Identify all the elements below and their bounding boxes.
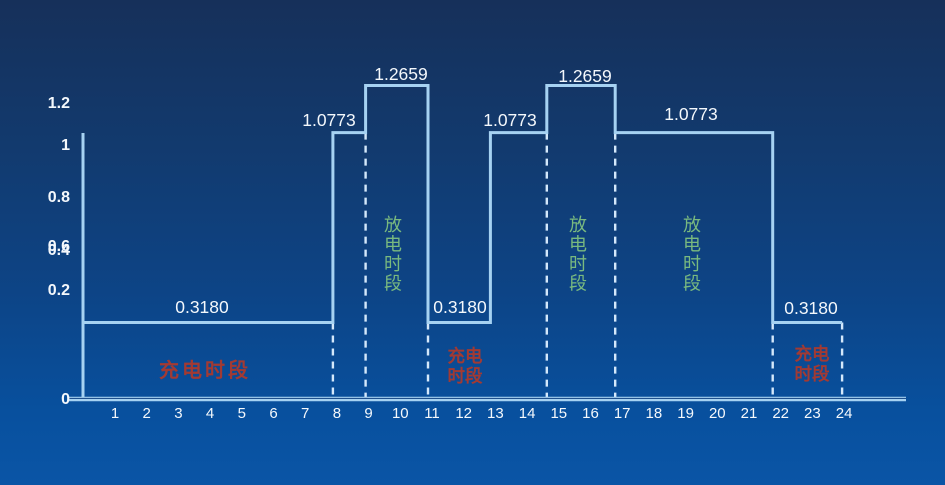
price-value-label: 1.0773	[664, 104, 718, 124]
x-tick-label: 1	[111, 405, 119, 422]
price-value-label: 1.2659	[558, 66, 612, 86]
charging-period-label: 充电时段	[795, 344, 830, 384]
x-tick-label: 6	[269, 405, 277, 422]
x-tick-label: 21	[741, 405, 758, 422]
price-value-label: 1.0773	[302, 110, 356, 130]
y-tick-label: 1.2	[48, 95, 70, 112]
price-value-label: 0.3180	[784, 298, 838, 318]
y-tick-label: 0	[61, 391, 70, 408]
discharging-period-label: 放电时段	[384, 215, 402, 294]
discharging-period-label: 放电时段	[569, 215, 587, 294]
x-tick-label: 4	[206, 405, 214, 422]
discharging-period-label: 放电时段	[683, 215, 701, 294]
x-tick-label: 3	[174, 405, 182, 422]
x-tick-label: 2	[143, 405, 151, 422]
x-tick-label: 7	[301, 405, 309, 422]
x-tick-label: 13	[487, 405, 504, 422]
x-tick-label: 11	[424, 405, 440, 422]
x-tick-label: 20	[709, 405, 726, 422]
x-tick-label: 22	[772, 405, 789, 422]
x-tick-label: 18	[646, 405, 663, 422]
x-tick-label: 19	[677, 405, 694, 422]
x-tick-label: 9	[364, 405, 372, 422]
x-tick-label: 17	[614, 405, 631, 422]
x-tick-label: 12	[455, 405, 472, 422]
y-tick-label: 0.8	[48, 189, 70, 206]
price-value-label: 0.3180	[433, 297, 487, 317]
x-tick-label: 14	[519, 405, 536, 422]
x-tick-label: 24	[836, 405, 853, 422]
price-value-label: 0.3180	[175, 297, 229, 317]
x-tick-label: 23	[804, 405, 821, 422]
x-tick-label: 15	[550, 405, 567, 422]
x-tick-label: 5	[238, 405, 246, 422]
price-value-label: 1.0773	[483, 110, 537, 130]
charging-period-label: 充电时段	[159, 358, 251, 382]
charging-period-label: 充电时段	[448, 346, 483, 386]
x-tick-label: 10	[392, 405, 409, 422]
x-tick-label: 8	[333, 405, 341, 422]
y-tick-label: 0.2	[48, 282, 70, 299]
x-tick-label: 16	[582, 405, 599, 422]
y-tick-label: 1	[61, 137, 70, 154]
price-step-line	[83, 84, 843, 324]
price-value-label: 1.2659	[374, 64, 428, 84]
y-tick-label: 0.6	[48, 238, 70, 255]
y-tick-label: 0.4	[48, 242, 70, 259]
